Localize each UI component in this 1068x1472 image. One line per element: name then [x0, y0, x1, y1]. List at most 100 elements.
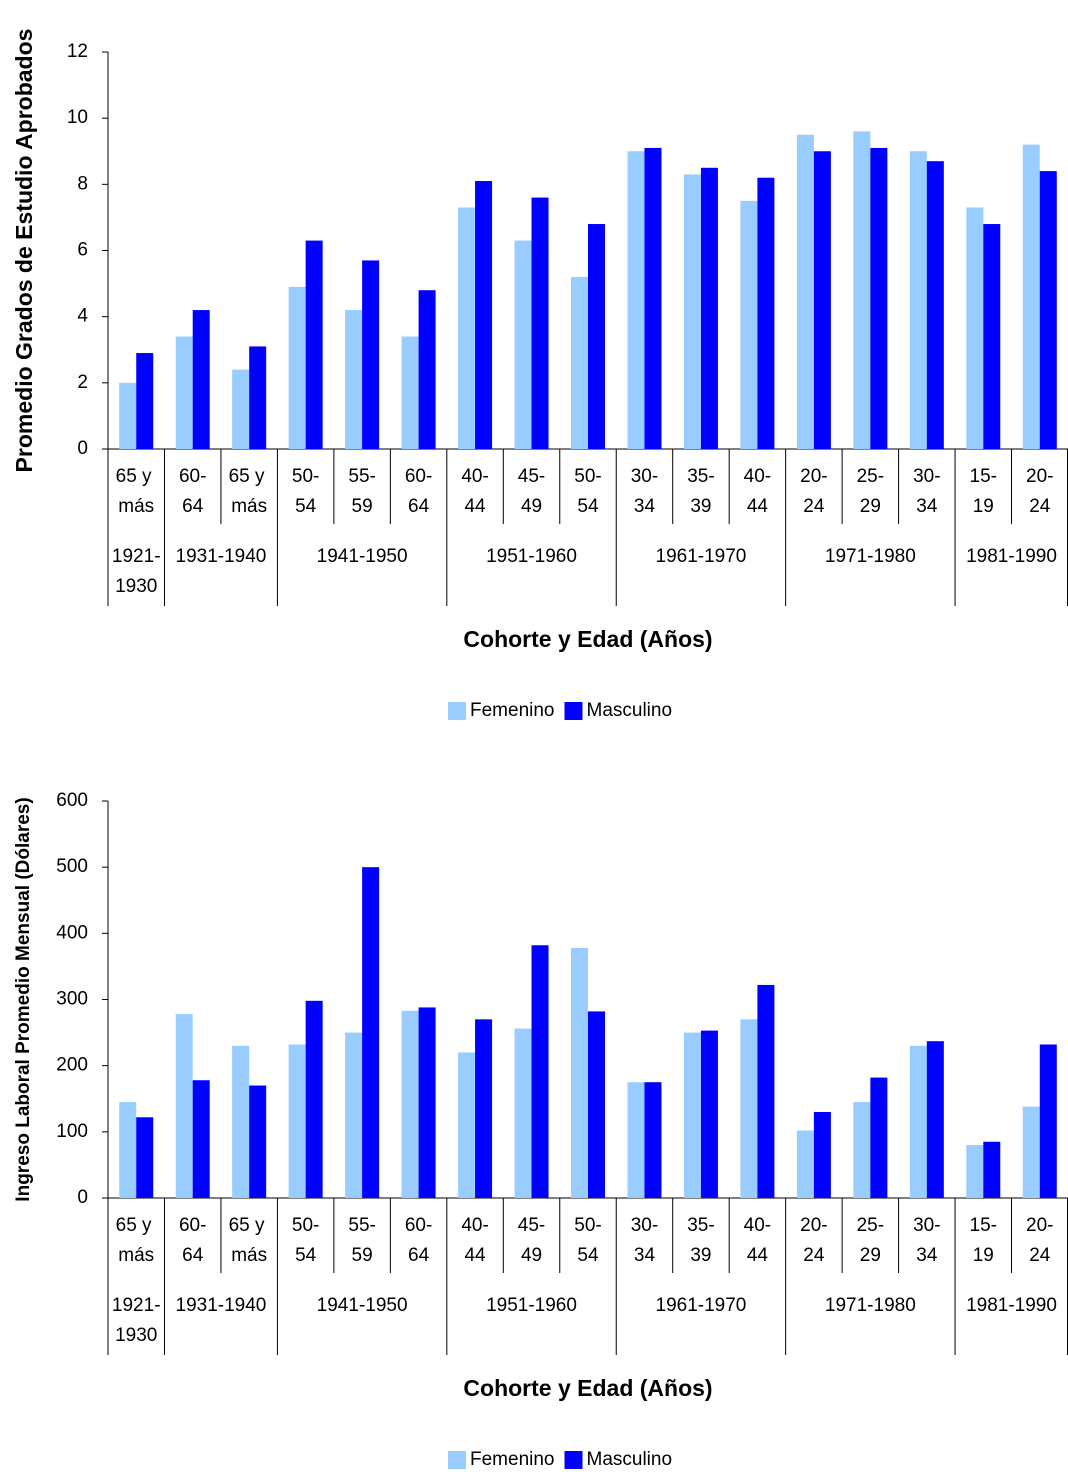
y-tick-label: 8	[77, 173, 88, 194]
y-tick-label: 100	[56, 1121, 88, 1142]
bar	[192, 310, 210, 449]
x-tick-label: 50-54	[574, 466, 601, 517]
group-label: 1951-1960	[486, 546, 577, 567]
bar	[362, 867, 380, 1198]
bar	[249, 346, 267, 449]
bar	[136, 1117, 154, 1198]
bar	[232, 1045, 250, 1198]
bar	[700, 1030, 718, 1198]
bar	[362, 260, 380, 449]
bar	[345, 1032, 363, 1198]
bar	[644, 147, 662, 450]
bar	[175, 1014, 193, 1198]
x-tick-label: 35-39	[687, 1215, 714, 1266]
bar	[1022, 1106, 1040, 1198]
bar	[458, 1052, 476, 1198]
group-label: 1971-1980	[825, 546, 916, 567]
group-label: 1961-1970	[656, 546, 747, 567]
x-tick-label: 30-34	[631, 466, 658, 517]
bar	[1022, 144, 1040, 449]
y-tick-label: 200	[56, 1055, 88, 1076]
x-tick-label: 15-19	[970, 1215, 997, 1266]
y-tick-label: 600	[56, 790, 88, 811]
x-tick-label: 20-24	[800, 466, 827, 517]
group-label: 1941-1950	[317, 546, 408, 567]
bar	[870, 147, 888, 450]
y-tick-label: 12	[67, 41, 88, 62]
x-tick-label: 45-49	[518, 1215, 545, 1266]
bar	[288, 286, 306, 449]
x-tick-label: 20-24	[1026, 1215, 1053, 1266]
legend-label: Femenino	[470, 1449, 555, 1470]
bar	[531, 197, 549, 449]
legend-swatch	[448, 1451, 466, 1469]
bar	[853, 131, 871, 449]
bar	[644, 1082, 662, 1198]
bar	[813, 151, 831, 449]
group-label: 1951-1960	[486, 1295, 577, 1316]
x-tick-label: 60-64	[179, 466, 206, 517]
bar	[796, 134, 814, 450]
bar	[571, 947, 588, 1198]
bar	[627, 151, 645, 449]
bar	[531, 945, 549, 1198]
group-label: 1921-1930	[112, 546, 161, 597]
bar	[475, 181, 493, 449]
x-tick-label: 60-64	[405, 466, 432, 517]
bar	[757, 984, 775, 1198]
bar	[813, 1111, 831, 1198]
x-tick-label: 20-24	[800, 1215, 827, 1266]
bar	[305, 1000, 323, 1198]
y-tick-label: 0	[77, 1187, 88, 1208]
bar	[1039, 1044, 1057, 1198]
bar	[926, 1041, 944, 1198]
x-tick-label: 60-64	[179, 1215, 206, 1266]
bar	[870, 1077, 888, 1198]
x-tick-label: 15-19	[970, 466, 997, 517]
bar	[514, 1028, 532, 1198]
x-tick-label: 40-44	[461, 466, 488, 517]
group-label: 1931-1940	[176, 1295, 267, 1316]
x-tick-label: 55-59	[348, 466, 375, 517]
bar	[119, 1102, 137, 1198]
y-tick-label: 0	[77, 438, 88, 459]
bar	[966, 1145, 984, 1198]
bar	[1039, 171, 1057, 449]
bar	[700, 167, 718, 449]
y-tick-label: 10	[67, 107, 88, 128]
bar	[983, 224, 1001, 449]
x-tick-label: 25-29	[857, 1215, 884, 1266]
bar	[853, 1102, 871, 1198]
y-tick-label: 6	[77, 240, 88, 261]
bar	[796, 1130, 814, 1198]
bar	[192, 1080, 210, 1198]
bar	[418, 290, 436, 449]
legend-swatch	[564, 1451, 583, 1469]
legend-swatch	[448, 702, 466, 720]
x-tick-label: 50-54	[292, 1215, 319, 1266]
bar	[249, 1085, 267, 1198]
bar	[683, 174, 701, 450]
bar	[232, 369, 250, 449]
bar	[136, 353, 154, 449]
x-tick-label: 40-44	[744, 466, 771, 517]
bar	[418, 1007, 436, 1198]
y-axis-title: Promedio Grados de Estudio Aprobados	[11, 29, 37, 473]
bar	[683, 1032, 701, 1198]
bar	[305, 240, 323, 449]
y-axis-title: Ingreso Laboral Promedio Mensual (Dólare…	[13, 797, 34, 1201]
group-label: 1931-1940	[176, 546, 267, 567]
x-axis-title: Cohorte y Edad (Años)	[463, 626, 712, 652]
legend-swatch	[564, 702, 583, 720]
group-label: 1971-1980	[825, 1295, 916, 1316]
bar	[458, 207, 476, 449]
bar	[401, 1010, 419, 1198]
x-tick-label: 25-29	[857, 466, 884, 517]
x-axis-title: Cohorte y Edad (Años)	[463, 1375, 712, 1401]
bar	[966, 207, 984, 449]
y-tick-label: 300	[56, 989, 88, 1010]
bar	[740, 1019, 758, 1198]
bar	[588, 1011, 605, 1198]
bar	[627, 1082, 645, 1198]
